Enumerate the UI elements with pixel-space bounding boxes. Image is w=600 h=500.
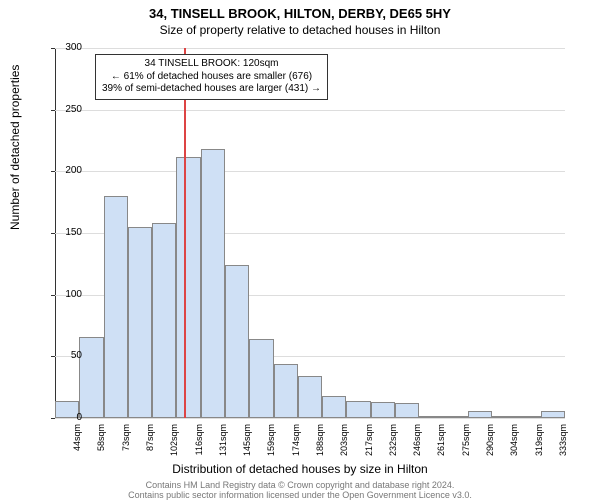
annotation-box: 34 TINSELL BROOK: 120sqm← 61% of detache… xyxy=(95,54,328,100)
histogram-bar xyxy=(492,416,516,418)
y-tick-label: 200 xyxy=(52,165,82,176)
histogram-bar xyxy=(274,364,298,418)
histogram-bar xyxy=(104,196,128,418)
y-tick-label: 0 xyxy=(52,412,82,423)
histogram-bar xyxy=(249,339,273,418)
histogram-bar xyxy=(152,223,176,418)
y-tick-label: 150 xyxy=(52,227,82,238)
annotation-line: 39% of semi-detached houses are larger (… xyxy=(102,83,321,96)
plot-area: 44sqm58sqm73sqm87sqm102sqm116sqm131sqm14… xyxy=(55,48,565,418)
y-tick-mark xyxy=(51,171,55,172)
chart-title-secondary: Size of property relative to detached ho… xyxy=(0,21,600,37)
y-tick-mark xyxy=(51,418,55,419)
y-tick-label: 250 xyxy=(52,104,82,115)
y-tick-mark xyxy=(51,356,55,357)
reference-line xyxy=(184,48,186,418)
gridline xyxy=(55,48,565,49)
histogram-bar xyxy=(322,396,346,418)
histogram-bar xyxy=(79,337,103,418)
y-tick-mark xyxy=(51,110,55,111)
histogram-bar xyxy=(395,403,419,418)
footer-line-1: Contains HM Land Registry data © Crown c… xyxy=(0,480,600,490)
annotation-line: ← 61% of detached houses are smaller (67… xyxy=(102,71,321,84)
y-tick-mark xyxy=(51,233,55,234)
chart-title-primary: 34, TINSELL BROOK, HILTON, DERBY, DE65 5… xyxy=(0,0,600,21)
histogram-bar xyxy=(225,265,249,418)
histogram-bar xyxy=(419,416,443,418)
y-axis-label: Number of detached properties xyxy=(8,65,22,230)
histogram-bar xyxy=(176,157,200,418)
y-tick-mark xyxy=(51,48,55,49)
histogram-bar xyxy=(201,149,225,418)
y-tick-label: 300 xyxy=(52,42,82,53)
annotation-line: 34 TINSELL BROOK: 120sqm xyxy=(102,58,321,71)
histogram-bar xyxy=(516,416,540,418)
histogram-bar xyxy=(468,411,492,418)
gridline xyxy=(55,110,565,111)
histogram-bar xyxy=(371,402,395,418)
y-tick-label: 50 xyxy=(52,350,82,361)
histogram-bar xyxy=(541,411,565,418)
y-tick-mark xyxy=(51,295,55,296)
histogram-bar xyxy=(298,376,322,418)
histogram-bar xyxy=(444,416,468,418)
x-axis-label: Distribution of detached houses by size … xyxy=(0,462,600,476)
gridline xyxy=(55,418,565,419)
y-tick-label: 100 xyxy=(52,289,82,300)
histogram-bar xyxy=(346,401,370,418)
gridline xyxy=(55,171,565,172)
histogram-bar xyxy=(128,227,152,418)
footer-line-2: Contains public sector information licen… xyxy=(0,490,600,500)
chart-container: 34, TINSELL BROOK, HILTON, DERBY, DE65 5… xyxy=(0,0,600,500)
